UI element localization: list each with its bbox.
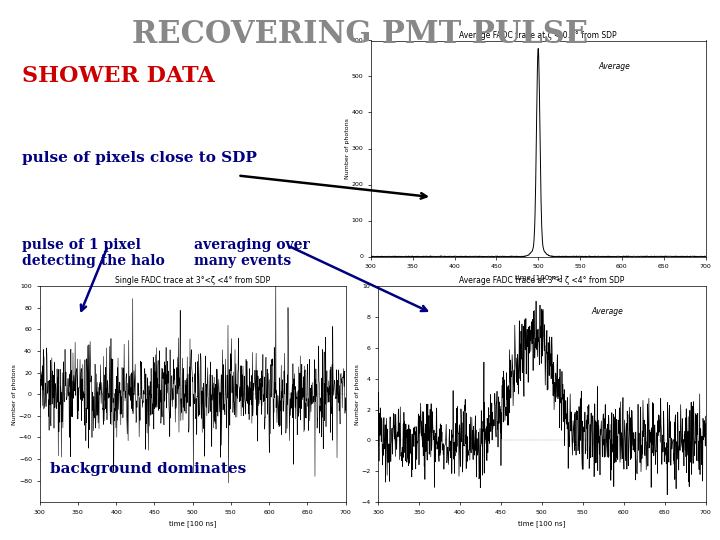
Text: RECOVERING PMT PULSE: RECOVERING PMT PULSE: [132, 19, 588, 50]
Title: Average FADC trace at 3°< ζ <4° from SDP: Average FADC trace at 3°< ζ <4° from SDP: [459, 276, 624, 286]
Text: Average: Average: [591, 307, 623, 316]
Y-axis label: Number of photons: Number of photons: [12, 364, 17, 424]
Text: background dominates: background dominates: [50, 462, 247, 476]
Title: Average FADC trace at ζ < 0.5° from SDP: Average FADC trace at ζ < 0.5° from SDP: [459, 31, 617, 40]
X-axis label: time [100 ns]: time [100 ns]: [515, 275, 562, 281]
X-axis label: time [100 ns]: time [100 ns]: [169, 521, 216, 527]
Title: Single FADC trace at 3°<ζ <4° from SDP: Single FADC trace at 3°<ζ <4° from SDP: [115, 276, 270, 286]
Y-axis label: Number of photons: Number of photons: [345, 118, 350, 179]
Text: Average: Average: [598, 62, 630, 71]
Text: averaging over
many events: averaging over many events: [194, 238, 310, 268]
Y-axis label: Number of photons: Number of photons: [355, 364, 360, 424]
Text: pulse of pixels close to SDP: pulse of pixels close to SDP: [22, 151, 256, 165]
Text: pulse of 1 pixel
detecting the halo: pulse of 1 pixel detecting the halo: [22, 238, 164, 268]
X-axis label: time [100 ns]: time [100 ns]: [518, 521, 565, 527]
Text: SHOWER DATA: SHOWER DATA: [22, 65, 215, 87]
